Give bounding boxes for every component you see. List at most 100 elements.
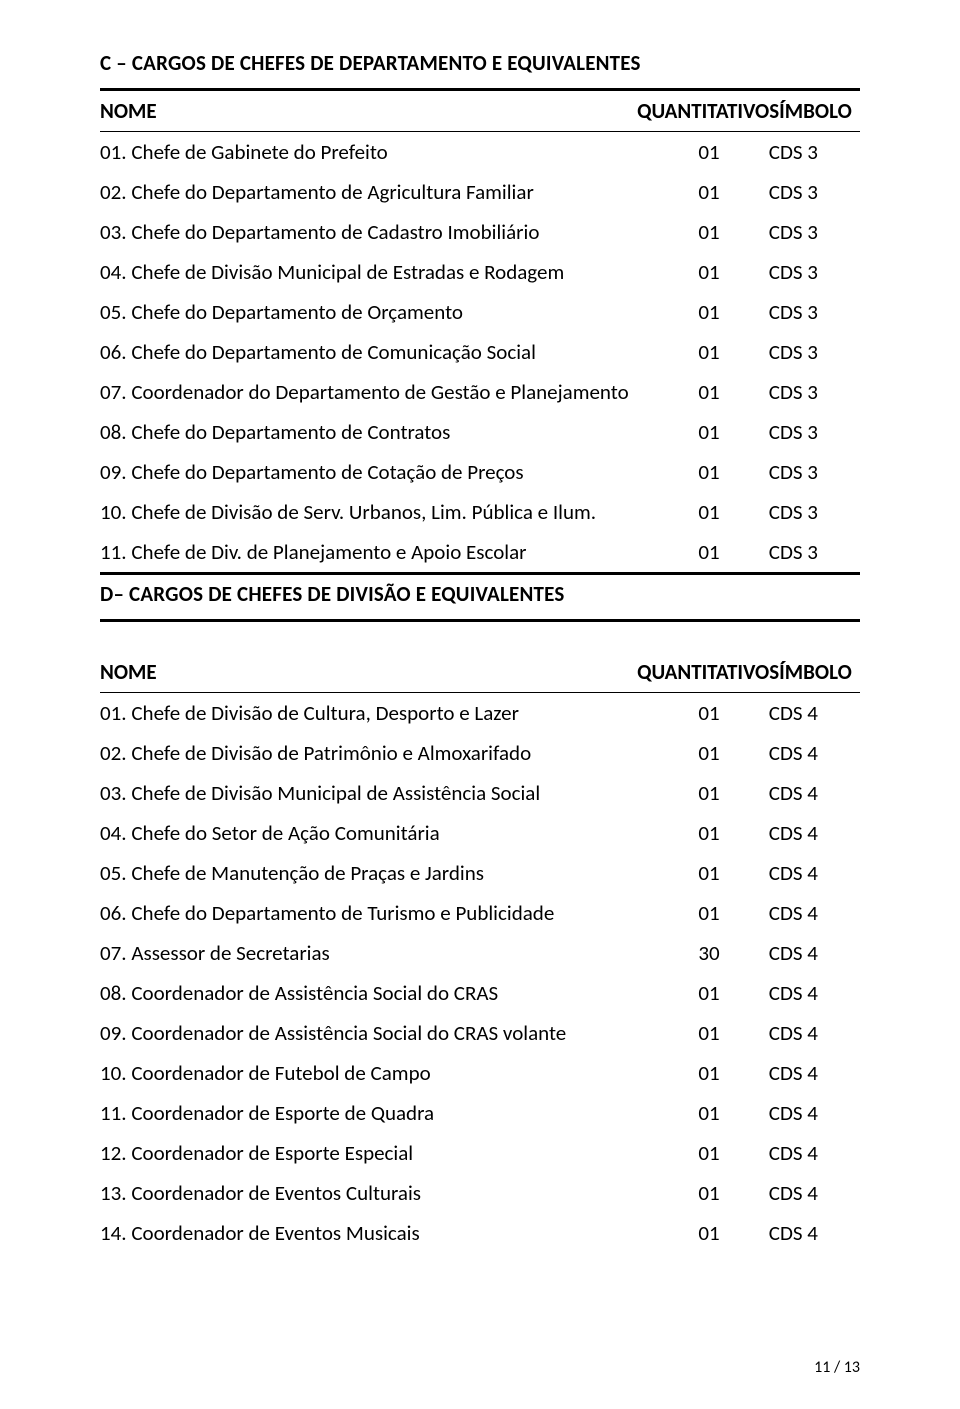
cell-simbolo: CDS 3 <box>769 492 860 532</box>
cell-simbolo: CDS 4 <box>769 733 860 773</box>
table-row: 13. Coordenador de Eventos Culturais01CD… <box>100 1173 860 1213</box>
cell-simbolo: CDS 3 <box>769 372 860 412</box>
cell-simbolo: CDS 3 <box>769 212 860 252</box>
table-row: 04. Chefe do Setor de Ação Comunitária01… <box>100 813 860 853</box>
table-row: 10. Chefe de Divisão de Serv. Urbanos, L… <box>100 492 860 532</box>
cell-simbolo: CDS 3 <box>769 452 860 492</box>
cell-simbolo: CDS 3 <box>769 412 860 452</box>
cell-simbolo: CDS 4 <box>769 933 860 973</box>
cell-nome: 06. Chefe do Departamento de Turismo e P… <box>100 893 662 933</box>
col-header-simbolo: SÍMBOLO <box>769 652 860 692</box>
cell-simbolo: CDS 4 <box>769 853 860 893</box>
cell-quantitativo: 01 <box>662 893 768 933</box>
cell-quantitativo: 01 <box>662 1013 768 1053</box>
cell-quantitativo: 01 <box>662 1213 768 1253</box>
table-row: 02. Chefe de Divisão de Patrimônio e Alm… <box>100 733 860 773</box>
cell-nome: 01. Chefe de Gabinete do Prefeito <box>100 132 662 172</box>
cell-nome: 03. Chefe de Divisão Municipal de Assist… <box>100 773 662 813</box>
cell-simbolo: CDS 4 <box>769 973 860 1013</box>
cell-nome: 04. Chefe do Setor de Ação Comunitária <box>100 813 662 853</box>
cell-quantitativo: 01 <box>662 132 768 172</box>
cell-simbolo: CDS 4 <box>769 1213 860 1253</box>
table-row: 14. Coordenador de Eventos Musicais01CDS… <box>100 1213 860 1253</box>
cell-simbolo: CDS 4 <box>769 893 860 933</box>
table-row: 03. Chefe de Divisão Municipal de Assist… <box>100 773 860 813</box>
table-row: 01. Chefe de Divisão de Cultura, Desport… <box>100 693 860 733</box>
section-c-title: C – CARGOS DE CHEFES DE DEPARTAMENTO E E… <box>100 50 860 76</box>
cell-simbolo: CDS 3 <box>769 132 860 172</box>
document-page: C – CARGOS DE CHEFES DE DEPARTAMENTO E E… <box>0 0 960 1409</box>
cell-nome: 04. Chefe de Divisão Municipal de Estrad… <box>100 252 662 292</box>
cell-quantitativo: 01 <box>662 853 768 893</box>
cell-simbolo: CDS 3 <box>769 172 860 212</box>
col-header-quantitativo: QUANTITATIVO <box>637 652 769 692</box>
cell-nome: 07. Coordenador do Departamento de Gestã… <box>100 372 662 412</box>
table-row: 05. Chefe de Manutenção de Praças e Jard… <box>100 853 860 893</box>
cell-nome: 02. Chefe de Divisão de Patrimônio e Alm… <box>100 733 662 773</box>
page-number: 11 / 13 <box>814 1358 860 1377</box>
table-header-row: NOME QUANTITATIVO SÍMBOLO <box>100 652 860 692</box>
cell-quantitativo: 01 <box>662 172 768 212</box>
cell-nome: 03. Chefe do Departamento de Cadastro Im… <box>100 212 662 252</box>
cell-quantitativo: 01 <box>662 773 768 813</box>
cell-quantitativo: 01 <box>662 412 768 452</box>
table-row: 08. Chefe do Departamento de Contratos01… <box>100 412 860 452</box>
table-row: 01. Chefe de Gabinete do Prefeito01CDS 3 <box>100 132 860 172</box>
cell-nome: 09. Chefe do Departamento de Cotação de … <box>100 452 662 492</box>
cell-quantitativo: 01 <box>662 532 768 572</box>
cell-nome: 11. Chefe de Div. de Planejamento e Apoi… <box>100 532 662 572</box>
cell-nome: 06. Chefe do Departamento de Comunicação… <box>100 332 662 372</box>
table-row: 06. Chefe do Departamento de Turismo e P… <box>100 893 860 933</box>
cell-simbolo: CDS 4 <box>769 813 860 853</box>
table-row: 07. Coordenador do Departamento de Gestã… <box>100 372 860 412</box>
cell-nome: 13. Coordenador de Eventos Culturais <box>100 1173 662 1213</box>
cell-simbolo: CDS 3 <box>769 292 860 332</box>
col-header-nome: NOME <box>100 91 637 131</box>
table-row: 10. Coordenador de Futebol de Campo01CDS… <box>100 1053 860 1093</box>
table-row: 08. Coordenador de Assistência Social do… <box>100 973 860 1013</box>
cell-simbolo: CDS 4 <box>769 693 860 733</box>
cell-quantitativo: 01 <box>662 452 768 492</box>
table-row: 12. Coordenador de Esporte Especial01CDS… <box>100 1133 860 1173</box>
cell-nome: 08. Chefe do Departamento de Contratos <box>100 412 662 452</box>
cell-nome: 02. Chefe do Departamento de Agricultura… <box>100 172 662 212</box>
cell-quantitativo: 01 <box>662 813 768 853</box>
cell-nome: 05. Chefe de Manutenção de Praças e Jard… <box>100 853 662 893</box>
col-header-nome: NOME <box>100 652 637 692</box>
table-row: 02. Chefe do Departamento de Agricultura… <box>100 172 860 212</box>
cell-quantitativo: 01 <box>662 1093 768 1133</box>
cell-nome: 12. Coordenador de Esporte Especial <box>100 1133 662 1173</box>
table-row: 06. Chefe do Departamento de Comunicação… <box>100 332 860 372</box>
table-row: 09. Coordenador de Assistência Social do… <box>100 1013 860 1053</box>
table-row: 11. Chefe de Div. de Planejamento e Apoi… <box>100 532 860 572</box>
cell-nome: 05. Chefe do Departamento de Orçamento <box>100 292 662 332</box>
table-row: 03. Chefe do Departamento de Cadastro Im… <box>100 212 860 252</box>
cell-simbolo: CDS 4 <box>769 773 860 813</box>
cell-simbolo: CDS 4 <box>769 1173 860 1213</box>
cell-nome: 10. Coordenador de Futebol de Campo <box>100 1053 662 1093</box>
section-d-body: 01. Chefe de Divisão de Cultura, Desport… <box>100 693 860 1253</box>
cell-simbolo: CDS 4 <box>769 1093 860 1133</box>
cell-quantitativo: 01 <box>662 1133 768 1173</box>
cell-simbolo: CDS 4 <box>769 1053 860 1093</box>
cell-quantitativo: 01 <box>662 292 768 332</box>
cell-nome: 09. Coordenador de Assistência Social do… <box>100 1013 662 1053</box>
cell-quantitativo: 01 <box>662 973 768 1013</box>
table-row: 09. Chefe do Departamento de Cotação de … <box>100 452 860 492</box>
section-d-table: NOME QUANTITATIVO SÍMBOLO <box>100 652 860 692</box>
section-c-table: NOME QUANTITATIVO SÍMBOLO <box>100 91 860 131</box>
cell-nome: 01. Chefe de Divisão de Cultura, Desport… <box>100 693 662 733</box>
cell-quantitativo: 01 <box>662 252 768 292</box>
cell-quantitativo: 01 <box>662 693 768 733</box>
cell-quantitativo: 01 <box>662 733 768 773</box>
table-row: 11. Coordenador de Esporte de Quadra01CD… <box>100 1093 860 1133</box>
cell-quantitativo: 01 <box>662 1173 768 1213</box>
cell-simbolo: CDS 3 <box>769 252 860 292</box>
cell-simbolo: CDS 4 <box>769 1013 860 1053</box>
cell-nome: 07. Assessor de Secretarias <box>100 933 662 973</box>
cell-quantitativo: 01 <box>662 212 768 252</box>
cell-simbolo: CDS 4 <box>769 1133 860 1173</box>
cell-nome: 11. Coordenador de Esporte de Quadra <box>100 1093 662 1133</box>
cell-quantitativo: 30 <box>662 933 768 973</box>
col-header-simbolo: SÍMBOLO <box>769 91 860 131</box>
